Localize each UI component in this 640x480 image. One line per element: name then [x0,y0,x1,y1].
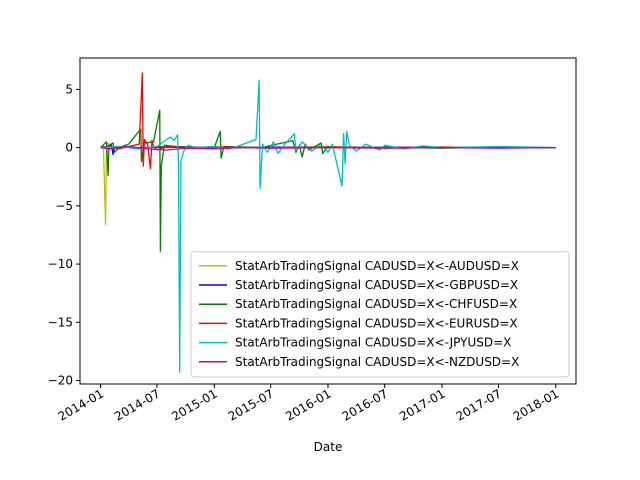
plot-lines [100,72,556,374]
legend: StatArbTradingSignal CADUSD=X<-AUDUSD=X S… [190,251,570,378]
y-axis: 5 0 −5 −10 −15 −20 [48,82,80,388]
y-tick-label: −5 [55,199,73,213]
legend-entry-2: StatArbTradingSignal CADUSD=X<-GBPUSD=X [235,278,518,292]
legend-box [190,251,570,378]
y-tick-label: −15 [48,315,73,329]
y-tick-label: 5 [65,82,73,96]
y-tick-label: −20 [48,374,73,388]
x-axis-label: Date [314,440,343,454]
y-tick-label: 0 [65,141,73,155]
legend-entry-1: StatArbTradingSignal CADUSD=X<-AUDUSD=X [235,259,519,273]
legend-entry-6: StatArbTradingSignal CADUSD=X<-NZDUSD=X [235,355,519,369]
legend-entry-3: StatArbTradingSignal CADUSD=X<-CHFUSD=X [235,297,517,311]
legend-entry-5: StatArbTradingSignal CADUSD=X<-JPYUSD=X [235,336,511,350]
y-tick-label: −10 [48,257,73,271]
legend-entry-4: StatArbTradingSignal CADUSD=X<-EURUSD=X [235,316,518,330]
series-line-6 [100,145,556,151]
